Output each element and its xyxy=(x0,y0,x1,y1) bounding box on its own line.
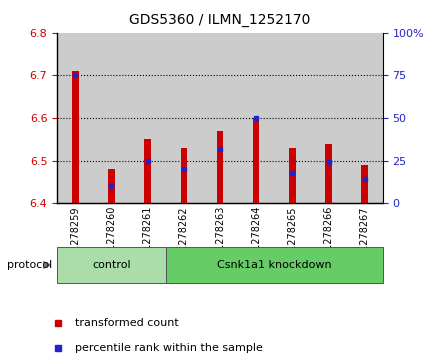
Text: Csnk1a1 knockdown: Csnk1a1 knockdown xyxy=(217,260,332,270)
Bar xyxy=(361,165,368,203)
Bar xyxy=(217,131,223,203)
Bar xyxy=(253,118,260,203)
Text: control: control xyxy=(92,260,131,270)
Bar xyxy=(347,33,383,203)
Bar xyxy=(180,148,187,203)
Bar xyxy=(129,33,166,203)
Bar xyxy=(93,33,129,203)
Bar xyxy=(166,247,383,283)
Bar xyxy=(311,33,347,203)
Bar xyxy=(325,144,332,203)
Bar xyxy=(289,148,296,203)
Text: protocol: protocol xyxy=(7,260,52,270)
Bar xyxy=(72,71,79,203)
Bar xyxy=(57,33,93,203)
Bar xyxy=(238,33,274,203)
Text: GDS5360 / ILMN_1252170: GDS5360 / ILMN_1252170 xyxy=(129,13,311,27)
Text: transformed count: transformed count xyxy=(75,318,179,328)
Text: percentile rank within the sample: percentile rank within the sample xyxy=(75,343,263,352)
Bar xyxy=(166,33,202,203)
Bar xyxy=(274,33,311,203)
Bar xyxy=(202,33,238,203)
Bar xyxy=(108,169,115,203)
Bar xyxy=(144,139,151,203)
Bar xyxy=(57,247,166,283)
